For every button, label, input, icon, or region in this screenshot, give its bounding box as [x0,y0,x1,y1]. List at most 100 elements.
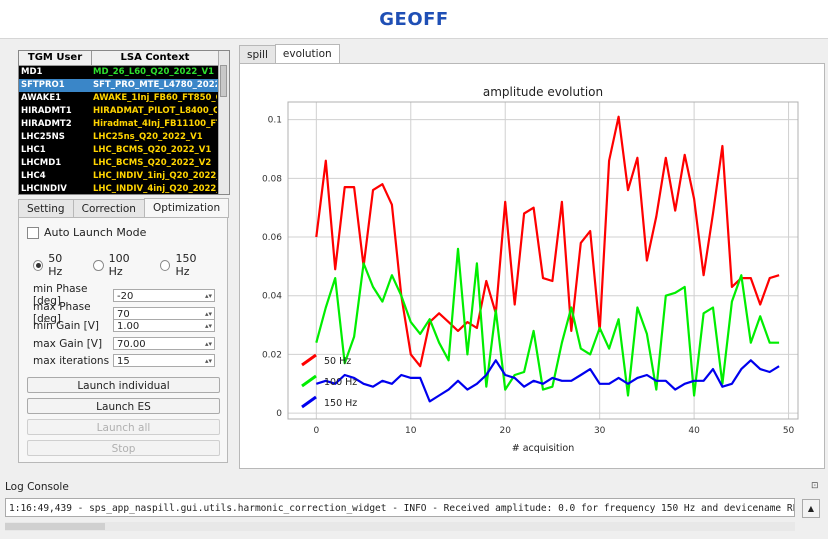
tgm-user-cell: LHCINDIV [21,184,67,194]
log-console-text[interactable]: 1:16:49,439 - sps_app_naspill.gui.utils.… [5,498,795,517]
launch-all-button[interactable]: Launch all [27,419,220,435]
max-iterations-spinbox[interactable]: 15 ▴▾ [113,354,215,367]
tgm-table-row[interactable]: HIRADMT1 HIRADMAT_PILOT_L8400_Q2... [19,105,229,118]
spin-arrows-icon[interactable]: ▴▾ [204,357,212,365]
tgm-table-row[interactable]: HIRADMT2 Hiradmat_4Inj_FB11100_FT50... [19,118,229,131]
lsa-context-cell: MD_26_L60_Q20_2022_V1 [93,67,215,77]
evolution-panel: amplitude evolution 0 0.02 0.04 0.06 0.08 0.1 0… [239,63,825,469]
y-tick-label: 0 [276,409,282,419]
spin-arrows-icon[interactable]: ▴▾ [204,340,212,348]
spinbox-value: 70.00 [117,339,146,350]
legend-label: 100 Hz [324,377,357,388]
scrollbar-thumb[interactable] [5,523,105,530]
radio-100hz[interactable]: 100 Hz [93,252,144,278]
chart-title: amplitude evolution [483,85,603,99]
legend-swatch [301,353,317,367]
tgm-user-cell: AWAKE1 [21,93,62,103]
tab-evolution[interactable]: evolution [274,44,340,64]
tgm-user-cell: SFTPRO1 [21,80,65,90]
min-phase-label: min Phase [deg] [33,283,88,307]
tgm-table-row[interactable]: LHC25NS LHC25ns_Q20_2022_V1 [19,131,229,144]
max-gain-row: max Gain [V] 70.00 ▴▾ [33,337,215,350]
lsa-context-cell: LHC_INDIV_4inj_Q20_2022_V1 [93,184,217,194]
tgm-table-row[interactable]: LHCINDIV LHC_INDIV_4inj_Q20_2022_V1 [19,183,229,194]
x-tick-label: 30 [594,426,606,436]
x-axis-label: # acquisition [512,443,575,454]
tab-setting[interactable]: Setting [18,199,74,218]
launch-es-button[interactable]: Launch ES [27,398,220,414]
tgm-table-row[interactable]: MD1 MD_26_L60_Q20_2022_V1 [19,66,229,79]
spin-arrows-icon[interactable]: ▴▾ [204,322,212,330]
series-line-50hz [315,115,780,368]
min-gain-label: min Gain [V] [33,319,99,332]
legend-label: 50 Hz [324,356,351,367]
scrollbar-thumb[interactable] [220,65,227,97]
app-title: GEOFF [379,8,449,30]
spinbox-value: 1.00 [117,321,140,332]
lsa-context-cell: SFT_PRO_MTE_L4780_2022_V1 [93,80,217,90]
tgm-user-cell: MD1 [21,67,43,77]
max-gain-label: max Gain [V] [33,337,103,350]
x-tick-label: 0 [313,426,319,436]
right-tab-bar: spill evolution [239,44,340,65]
tgm-table-row[interactable]: AWAKE1 AWAKE_1Inj_FB60_FT850_Q2... [19,92,229,105]
spin-arrows-icon[interactable]: ▴▾ [204,291,212,300]
radio-indicator[interactable] [160,259,171,271]
checkbox-box[interactable] [27,226,39,239]
max-phase-spinbox[interactable]: 70 ▴▾ [113,306,215,320]
legend-swatch [301,374,317,388]
tab-optimization[interactable]: Optimization [143,198,230,218]
lsa-context-cell: LHC_BCMS_Q20_2022_V2 [93,158,212,168]
tgm-user-cell: HIRADMT2 [21,119,72,129]
radio-150hz[interactable]: 150 Hz [160,252,211,278]
tab-correction[interactable]: Correction [72,199,145,218]
tgm-table[interactable]: TGM User LSA Context MD1 MD_26_L60_Q20_20… [18,50,230,195]
header-tgm-user[interactable]: TGM User [19,51,92,65]
x-tick-label: 50 [783,426,795,436]
tab-spill[interactable]: spill [239,45,276,64]
max-iterations-row: max iterations 15 ▴▾ [33,354,215,367]
lsa-context-cell: LHC25ns_Q20_2022_V1 [93,132,203,142]
max-gain-spinbox[interactable]: 70.00 ▴▾ [113,337,215,350]
launch-individual-button[interactable]: Launch individual [27,377,220,393]
x-tick-label: 40 [688,426,700,436]
tgm-table-body: MD1 MD_26_L60_Q20_2022_V1 SFTPRO1 SFT_PRO_M… [19,66,229,194]
tgm-user-cell: LHC25NS [21,132,65,142]
auto-launch-checkbox[interactable]: Auto Launch Mode [27,226,146,239]
tgm-table-row[interactable]: LHC4 LHC_INDIV_1inj_Q20_2022_V1 [19,170,229,183]
tgm-table-row[interactable]: SFTPRO1 SFT_PRO_MTE_L4780_2022_V1 [19,79,229,92]
tgm-user-cell: HIRADMT1 [21,106,72,116]
min-gain-spinbox[interactable]: 1.00 ▴▾ [113,319,215,332]
spin-arrows-icon[interactable]: ▴▾ [204,309,212,318]
radio-50hz[interactable]: 50 Hz [33,252,77,278]
log-console-title: Log Console [5,481,69,493]
min-phase-spinbox[interactable]: -20 ▴▾ [113,288,215,302]
max-phase-label: max Phase [deg] [33,301,91,325]
tgm-table-row[interactable]: LHC1 LHC_BCMS_Q20_2022_V1 [19,144,229,157]
max-iterations-label: max iterations [33,354,110,367]
left-tab-bar: Setting Correction Optimization [18,198,230,219]
y-tick-label: 0.06 [262,233,282,243]
lsa-context-cell: LHC_BCMS_Q20_2022_V1 [93,145,212,155]
radio-indicator[interactable] [93,259,104,271]
radio-indicator[interactable] [33,259,44,271]
app-title-bar: GEOFF [0,0,828,39]
series-line-150hz [315,359,780,403]
undock-icon[interactable]: ⊡ [811,481,819,491]
header-lsa-context[interactable]: LSA Context [92,51,219,65]
stop-button[interactable]: Stop [27,440,220,456]
spinbox-value: 70 [117,308,130,320]
scroll-up-button[interactable]: ▲ [802,499,820,518]
lsa-context-cell: Hiradmat_4Inj_FB11100_FT50... [93,119,217,129]
tgm-user-cell: LHC1 [21,145,46,155]
log-horizontal-scrollbar[interactable] [5,522,795,531]
min-gain-row: min Gain [V] 1.00 ▴▾ [33,319,215,332]
tgm-table-row[interactable]: LHCMD1 LHC_BCMS_Q20_2022_V2 [19,157,229,170]
lsa-context-cell: HIRADMAT_PILOT_L8400_Q2... [93,106,217,116]
radio-label: 100 Hz [108,252,130,278]
legend-swatch [301,395,317,409]
y-tick-label: 0.04 [262,292,282,302]
spinbox-value: 15 [117,356,130,367]
x-tick-label: 10 [405,426,417,436]
tgm-table-scrollbar[interactable] [218,51,229,194]
